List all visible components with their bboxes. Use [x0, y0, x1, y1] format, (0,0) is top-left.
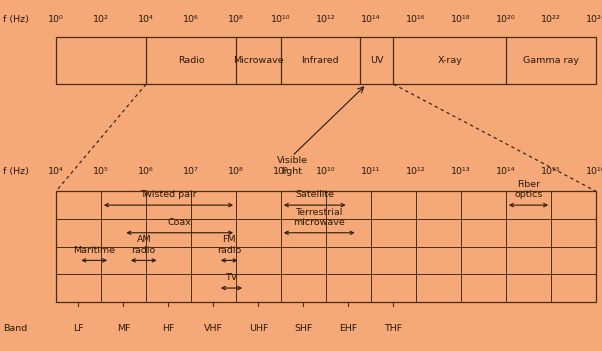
Text: 10¹⁰: 10¹⁰ — [272, 15, 291, 24]
Text: Maritime: Maritime — [73, 246, 116, 255]
Text: X-ray: X-ray — [437, 56, 462, 65]
Text: 10²⁰: 10²⁰ — [496, 15, 516, 24]
Text: f (Hz): f (Hz) — [3, 167, 29, 177]
Text: UHF: UHF — [249, 324, 268, 333]
Text: 10¹¹: 10¹¹ — [361, 167, 380, 177]
Text: EHF: EHF — [340, 324, 358, 333]
Text: MF: MF — [117, 324, 130, 333]
Bar — [56, 37, 596, 84]
Text: Visible
light: Visible light — [276, 156, 308, 176]
Text: 10¹⁸: 10¹⁸ — [452, 15, 471, 24]
Text: Coax: Coax — [168, 218, 191, 227]
Text: 10⁴: 10⁴ — [138, 15, 154, 24]
Text: 10¹⁴: 10¹⁴ — [496, 167, 516, 177]
Text: UV: UV — [370, 56, 383, 65]
Text: THF: THF — [385, 324, 403, 333]
Text: 10⁶: 10⁶ — [138, 167, 154, 177]
Text: 10¹⁴: 10¹⁴ — [361, 15, 380, 24]
Text: 10⁹: 10⁹ — [273, 167, 289, 177]
Text: 10²²: 10²² — [541, 15, 561, 24]
Text: Infrared: Infrared — [302, 56, 339, 65]
Text: 10¹²: 10¹² — [316, 15, 336, 24]
Text: f (Hz): f (Hz) — [3, 15, 29, 24]
Text: Microwave: Microwave — [233, 56, 284, 65]
Text: 10¹⁰: 10¹⁰ — [316, 167, 336, 177]
Text: 10⁰: 10⁰ — [48, 15, 64, 24]
Text: LF: LF — [73, 324, 84, 333]
Text: 10⁴: 10⁴ — [48, 167, 64, 177]
Text: SHF: SHF — [294, 324, 312, 333]
Text: 10⁵: 10⁵ — [93, 167, 109, 177]
Text: Radio: Radio — [178, 56, 204, 65]
Text: Band: Band — [3, 324, 27, 333]
Text: 10⁸: 10⁸ — [228, 167, 244, 177]
Text: Twisted pair: Twisted pair — [140, 191, 197, 199]
Bar — [56, 191, 596, 302]
Text: Gamma ray: Gamma ray — [523, 56, 579, 65]
Text: 10²⁴: 10²⁴ — [586, 15, 602, 24]
Text: TV: TV — [225, 273, 238, 283]
Text: 10¹⁶: 10¹⁶ — [586, 167, 602, 177]
Text: 10¹⁵: 10¹⁵ — [541, 167, 560, 177]
Text: 10²: 10² — [93, 15, 109, 24]
Text: 10¹³: 10¹³ — [451, 167, 471, 177]
Text: Satellite: Satellite — [295, 191, 334, 199]
Text: 10⁶: 10⁶ — [183, 15, 199, 24]
Text: VHF: VHF — [204, 324, 223, 333]
Text: FM
radio: FM radio — [217, 236, 241, 255]
Text: 10⁷: 10⁷ — [183, 167, 199, 177]
Text: 10¹²: 10¹² — [406, 167, 426, 177]
Text: Terrestrial
microwave: Terrestrial microwave — [293, 208, 345, 227]
Text: 10⁸: 10⁸ — [228, 15, 244, 24]
Text: AM
radio: AM radio — [132, 236, 156, 255]
Text: 10¹⁶: 10¹⁶ — [406, 15, 426, 24]
Text: Fiber
optics: Fiber optics — [514, 180, 542, 199]
Text: HF: HF — [163, 324, 175, 333]
